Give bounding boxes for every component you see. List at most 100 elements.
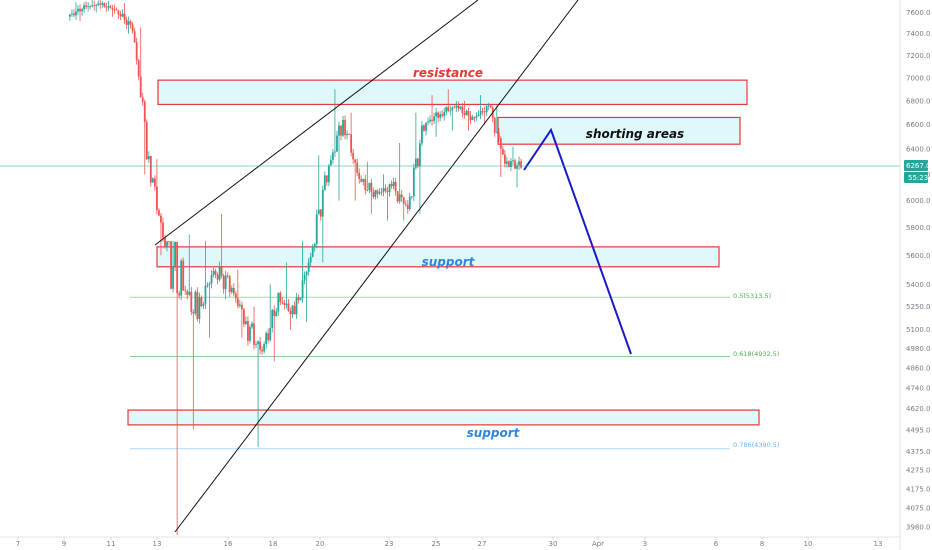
candle-body (127, 21, 130, 25)
candle-body (277, 292, 280, 312)
candle-body (228, 276, 231, 293)
price-tick-label: 7600.0 (906, 9, 931, 17)
candle-body (99, 3, 102, 5)
date-tick-label: Apr (592, 540, 604, 548)
candle-body (477, 114, 480, 116)
candle-body (435, 112, 437, 117)
candle-body (451, 107, 454, 111)
fib-0618-label: 0.618(4932.5) (733, 350, 779, 358)
price-tick-label: 6000.0 (906, 197, 931, 205)
candle-body (245, 321, 247, 324)
candle-body (172, 266, 174, 289)
candle-body (378, 192, 381, 194)
candle-body (392, 181, 395, 187)
price-tick-label: 4175.0 (906, 485, 931, 493)
price-tick-label: 7400.0 (906, 30, 931, 38)
candle-body (251, 323, 253, 328)
price-tick-label: 5100.0 (906, 326, 931, 334)
candle-body (192, 311, 195, 314)
candle-body (261, 349, 264, 352)
candle-body (273, 309, 276, 317)
date-axis[interactable]: 7 9 11 13 16 18 20 23 25 27 30 Apr 3 6 8 10 13 (16, 537, 883, 548)
candle-body (388, 184, 391, 193)
candle-body (267, 333, 270, 341)
candle-body (479, 111, 482, 115)
candle-body (431, 119, 433, 121)
candle-body (200, 297, 203, 306)
candle-body (376, 190, 379, 194)
candle-body (396, 191, 399, 202)
support-upper-label: support (422, 255, 476, 269)
price-tick-label: 7200.0 (906, 52, 931, 60)
candle-body (390, 184, 393, 187)
price-tick-label: 4980.0 (906, 345, 931, 353)
candle-body (303, 275, 306, 281)
date-tick-label: 13 (153, 540, 162, 548)
candle-body (212, 270, 215, 275)
candle-body (404, 203, 407, 205)
date-tick-label: 8 (760, 540, 764, 548)
candle-body (297, 297, 300, 300)
candle-body (421, 125, 423, 144)
candle-body (107, 6, 110, 8)
candle-body (188, 291, 191, 295)
candle-body (501, 148, 504, 155)
candle-body (495, 132, 498, 134)
candle-body (350, 134, 353, 153)
candle-body (279, 292, 282, 303)
candle-body (164, 237, 166, 248)
candle-body (372, 191, 375, 197)
date-tick-label: 9 (62, 540, 66, 548)
candle-body (89, 6, 92, 7)
candle-body (182, 260, 185, 291)
candle-body (366, 189, 369, 191)
fib-05-label: 0.5(5313.5) (733, 292, 771, 300)
candle-body (327, 165, 330, 183)
candle-body (121, 13, 124, 17)
candle-body (93, 5, 96, 7)
candle-body (287, 303, 290, 312)
candle-body (87, 6, 90, 8)
price-tick-label: 4375.0 (906, 448, 931, 456)
current-price-badge: 6267.0 55:23 (904, 160, 931, 183)
candle-body (473, 117, 476, 118)
price-axis[interactable]: 7600.0 7400.0 7200.0 7000.0 6800.0 6600.0 6400… (906, 9, 931, 531)
candle-body (346, 133, 348, 136)
candle-body (348, 133, 351, 135)
shorting-areas-label: shorting areas (586, 127, 684, 141)
candle-body (489, 105, 492, 108)
candle-body (73, 13, 75, 16)
candle-body (433, 116, 435, 121)
candle-body (406, 204, 409, 209)
candle-body (368, 182, 371, 191)
candle-body (380, 191, 383, 193)
candle-body (382, 188, 385, 192)
price-tick-label: 5600.0 (906, 252, 931, 260)
candle-body (202, 304, 205, 306)
price-tick-label: 6600.0 (906, 121, 931, 129)
candle-body (497, 132, 500, 139)
candle-body (97, 3, 100, 6)
candle-body (85, 5, 87, 7)
candle-body (425, 122, 427, 131)
candle-body (441, 114, 444, 116)
candle-body (147, 156, 150, 160)
candle-body (336, 135, 338, 152)
candle-body (514, 160, 516, 169)
candle-body (113, 9, 116, 11)
candle-body (174, 242, 177, 267)
candle-body (190, 291, 193, 312)
candle-body (463, 113, 466, 115)
candle-body (419, 143, 421, 167)
candle-body (329, 159, 332, 166)
candle-body (119, 14, 122, 17)
candle-body (255, 344, 257, 345)
candle-body (457, 105, 460, 109)
candle-body (137, 60, 140, 77)
candle-body (226, 275, 229, 277)
date-tick-label: 13 (874, 540, 883, 548)
zone-labels-layer: resistance shorting areas support suppor… (413, 66, 779, 449)
price-tick-label: 6800.0 (906, 97, 931, 105)
date-tick-label: 11 (107, 540, 116, 548)
